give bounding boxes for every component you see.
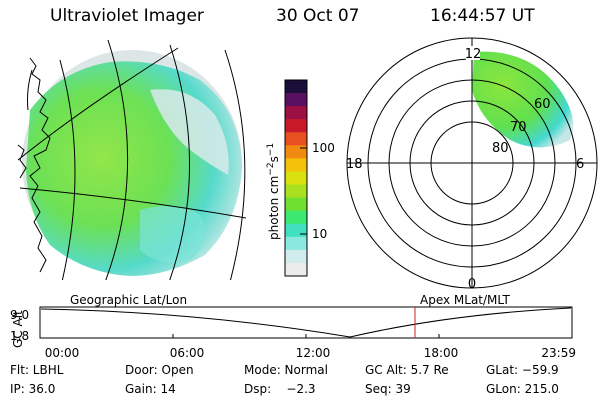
glat-info: GLat: −59.9 (486, 363, 559, 377)
timeline-xtick-2: 12:00 (296, 346, 331, 360)
colorbar-stripe (285, 80, 307, 94)
gain-info: Gain: 14 (125, 382, 176, 396)
polar-aurora (472, 51, 574, 148)
timeline-left-title: Geographic Lat/Lon (70, 293, 187, 307)
mlt-label-12: 12 (465, 47, 482, 62)
cyan-patch (140, 206, 206, 263)
mlt-label-18: 18 (346, 157, 363, 172)
colorbar-stripe (285, 158, 307, 172)
door-info: Door: Open (125, 363, 194, 377)
altitude-curve (40, 307, 572, 338)
filter-info: Flt: LBHL (10, 363, 64, 377)
coastline-2 (17, 144, 27, 179)
mlt-label-0: 0 (468, 277, 476, 292)
colorbar-stripe (285, 132, 307, 146)
lat-label-60: 60 (534, 97, 551, 112)
mode-info: Mode: Normal (244, 363, 328, 377)
colorbar-stripe (285, 262, 307, 277)
seq-info: Seq: 39 (365, 382, 411, 396)
colorbar-stripe (285, 236, 307, 251)
colorbar-label-100: 100 (312, 141, 335, 155)
timeline-ylabel: GC Alt (11, 310, 25, 348)
colorbar-frame (284, 79, 308, 277)
colorbar-stripe (285, 93, 307, 107)
date-label: 30 Oct 07 (276, 6, 360, 26)
coastline (29, 57, 51, 273)
altitude-timeline: Geographic Lat/Lon Apex MLat/MLT GC Alt … (10, 293, 576, 360)
glon-info: GLon: 215.0 (486, 382, 559, 396)
instrument-title: Ultraviolet Imager (50, 6, 204, 26)
timeline-xtick-4: 23:59 (541, 346, 576, 360)
timeline-right-title: Apex MLat/MLT (420, 293, 510, 307)
dim-region (150, 89, 229, 175)
colorbar-unit: photon cm−2s−1 (266, 143, 281, 240)
colorbar-stripes (285, 80, 307, 277)
lat-label-70: 70 (510, 120, 527, 135)
timeline-xtick-0: 00:00 (45, 346, 80, 360)
lat-label-80: 80 (492, 141, 509, 156)
lat-lon-grid (17, 40, 247, 280)
geographic-image (17, 40, 247, 280)
colorbar-stripe (285, 223, 307, 238)
colorbar-stripe (285, 106, 307, 120)
dsp-info: Dsp: −2.3 (244, 382, 316, 396)
colorbar-stripe (285, 145, 307, 159)
colorbar-stripe (285, 119, 307, 133)
timeline-ytick-low: 1.8 (10, 329, 29, 343)
polar-plot: 12 18 6 0 60 70 80 (346, 37, 598, 292)
colorbar: 100 10 photon cm−2s−1 (266, 79, 335, 277)
colorbar-label-10: 10 (312, 227, 327, 241)
time-label: 16:44:57 UT (430, 6, 535, 26)
aurora-emission (26, 61, 242, 276)
timeline-xtick-3: 18:00 (424, 346, 459, 360)
mlt-label-6: 6 (576, 157, 584, 172)
timeline-xtick-1: 06:00 (170, 346, 205, 360)
ip-info: IP: 36.0 (10, 382, 56, 396)
colorbar-stripe (285, 184, 307, 199)
colorbar-stripe (285, 197, 307, 212)
colorbar-stripe (285, 249, 307, 264)
gc-alt-info: GC Alt: 5.7 Re (365, 363, 449, 377)
colorbar-stripe (285, 171, 307, 186)
timeline-ytick-high: 9.0 (10, 308, 29, 322)
colorbar-stripe (285, 210, 307, 225)
